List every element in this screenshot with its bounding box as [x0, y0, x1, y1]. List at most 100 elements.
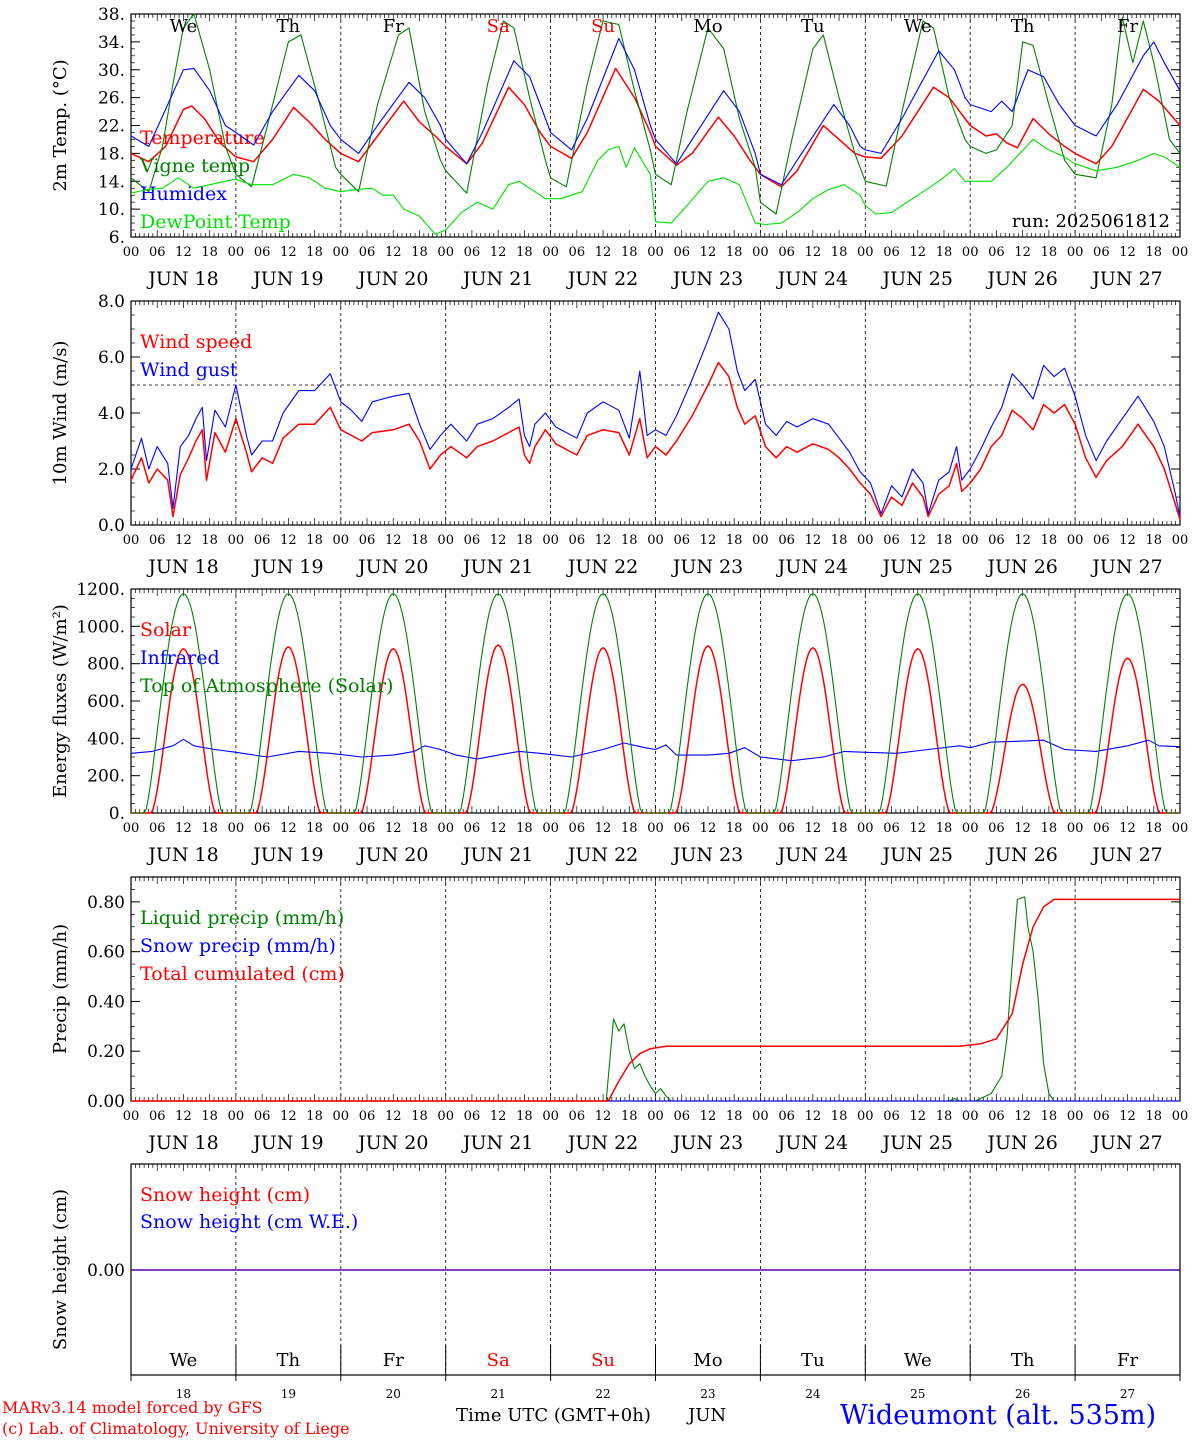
hour-tick-label: 06	[883, 533, 900, 548]
y-axis-label: Precip (mm/h)	[50, 924, 71, 1054]
hour-tick-label: 06	[254, 245, 271, 260]
hour-tick-label: 18	[1146, 1109, 1163, 1124]
hour-tick-label: 18	[411, 533, 428, 548]
series-line	[130, 311, 1181, 517]
date-label: JUN 18	[146, 556, 218, 578]
hour-tick-label: 18	[411, 1109, 428, 1124]
hour-tick-label: 06	[359, 533, 376, 548]
y-tick-label: 6.0	[98, 348, 125, 368]
day-number-label: 20	[386, 1387, 401, 1401]
hour-tick-label: 12	[909, 1109, 926, 1124]
hour-tick-label: 12	[280, 245, 297, 260]
y-tick-label: 2.0	[98, 460, 125, 480]
hour-tick-label: 00	[752, 245, 769, 260]
date-label: JUN 18	[146, 1132, 218, 1154]
date-label: JUN 26	[985, 844, 1057, 866]
y-tick-label: 0.80	[87, 893, 125, 913]
hour-tick-label: 18	[306, 245, 323, 260]
hour-tick-label: 00	[228, 533, 245, 548]
hour-tick-label: 18	[516, 245, 533, 260]
weekday-label: We	[170, 16, 198, 37]
hour-tick-label: 06	[988, 1109, 1005, 1124]
hour-tick-label: 06	[149, 533, 166, 548]
hour-tick-label: 00	[1067, 1109, 1084, 1124]
date-label: JUN 22	[566, 556, 638, 578]
y-tick-label: 26.	[98, 89, 125, 109]
hour-tick-label: 18	[1146, 821, 1163, 836]
hour-tick-label: 18	[936, 821, 953, 836]
date-label: JUN 25	[881, 268, 953, 290]
weekday-label: Sa	[487, 1350, 510, 1371]
y-axis-label: 10m Wind (m/s)	[50, 341, 71, 486]
y-tick-label: 200.	[87, 767, 125, 787]
hour-tick-label: 12	[595, 821, 612, 836]
date-label: JUN 19	[251, 556, 323, 578]
hour-tick-label: 12	[1119, 533, 1136, 548]
legend-entry: Vigne temp	[139, 155, 250, 177]
hour-tick-label: 00	[647, 821, 664, 836]
panel-3: 0. 200. 400. 600. 800. 1000. 1200.Energy fluxe…	[50, 580, 1188, 866]
credit-line-2: (c) Lab. of Climatology, University of L…	[2, 1419, 350, 1438]
hour-tick-label: 00	[857, 533, 874, 548]
hour-tick-label: 18	[306, 1109, 323, 1124]
weekday-label: Tu	[801, 16, 825, 37]
hour-tick-label: 18	[726, 821, 743, 836]
plot-frame	[130, 300, 1181, 526]
hour-tick-label: 00	[437, 1109, 454, 1124]
date-label: JUN 20	[356, 268, 428, 290]
hour-tick-label: 18	[1146, 533, 1163, 548]
series-line	[130, 361, 1181, 520]
hour-tick-label: 06	[569, 533, 586, 548]
credit-line-1: MARv3.14 model forced by GFS	[2, 1398, 263, 1417]
hour-tick-label: 06	[778, 821, 795, 836]
legend-entry: Total cumulated (cm)	[140, 963, 345, 985]
date-label: JUN 23	[671, 844, 743, 866]
weekday-label: Th	[1011, 16, 1035, 37]
hour-tick-label: 00	[228, 245, 245, 260]
date-label: JUN 24	[776, 556, 848, 578]
hour-tick-label: 06	[1093, 821, 1110, 836]
hour-tick-label: 12	[700, 533, 717, 548]
hour-tick-label: 00	[333, 245, 350, 260]
date-label: JUN 27	[1090, 844, 1162, 866]
date-label: JUN 20	[356, 844, 428, 866]
hour-tick-label: 00	[1172, 821, 1189, 836]
hour-tick-label: 12	[805, 1109, 822, 1124]
y-tick-label: 1000.	[76, 617, 125, 637]
hour-tick-label: 12	[280, 533, 297, 548]
hour-tick-label: 00	[1067, 821, 1084, 836]
date-label: JUN 23	[671, 556, 743, 578]
hour-tick-label: 00	[123, 533, 140, 548]
hour-tick-label: 18	[201, 533, 218, 548]
y-axis-label: Energy fluxes (W/m²)	[50, 604, 71, 798]
hour-tick-label: 18	[1146, 245, 1163, 260]
hour-tick-label: 00	[333, 821, 350, 836]
hour-tick-label: 06	[569, 245, 586, 260]
hour-tick-label: 18	[201, 821, 218, 836]
weekday-label: Su	[591, 1350, 615, 1371]
hour-tick-label: 18	[936, 245, 953, 260]
weekday-label: Fr	[383, 16, 404, 37]
date-label: JUN 19	[251, 1132, 323, 1154]
date-label: JUN 21	[461, 844, 533, 866]
panel-5: 0.00 Snow height (cm) Snow height (cm) Snow…	[50, 1163, 1181, 1401]
hour-tick-label: 06	[149, 245, 166, 260]
hour-tick-label: 06	[778, 1109, 795, 1124]
hour-tick-label: 00	[542, 1109, 559, 1124]
day-number-label: 24	[805, 1387, 821, 1401]
hour-tick-label: 18	[831, 533, 848, 548]
hour-tick-label: 06	[673, 1109, 690, 1124]
hour-tick-label: 12	[700, 245, 717, 260]
y-tick-label: 34.	[98, 33, 125, 53]
date-label: JUN 25	[881, 1132, 953, 1154]
hour-tick-label: 00	[962, 821, 979, 836]
y-tick-label: 600.	[87, 692, 125, 712]
hour-tick-label: 00	[1067, 533, 1084, 548]
date-label: JUN 18	[146, 844, 218, 866]
hour-tick-label: 00	[647, 533, 664, 548]
hour-tick-label: 12	[385, 1109, 402, 1124]
date-label: JUN 27	[1090, 556, 1162, 578]
hour-tick-label: 00	[752, 821, 769, 836]
date-label: JUN 27	[1090, 268, 1162, 290]
